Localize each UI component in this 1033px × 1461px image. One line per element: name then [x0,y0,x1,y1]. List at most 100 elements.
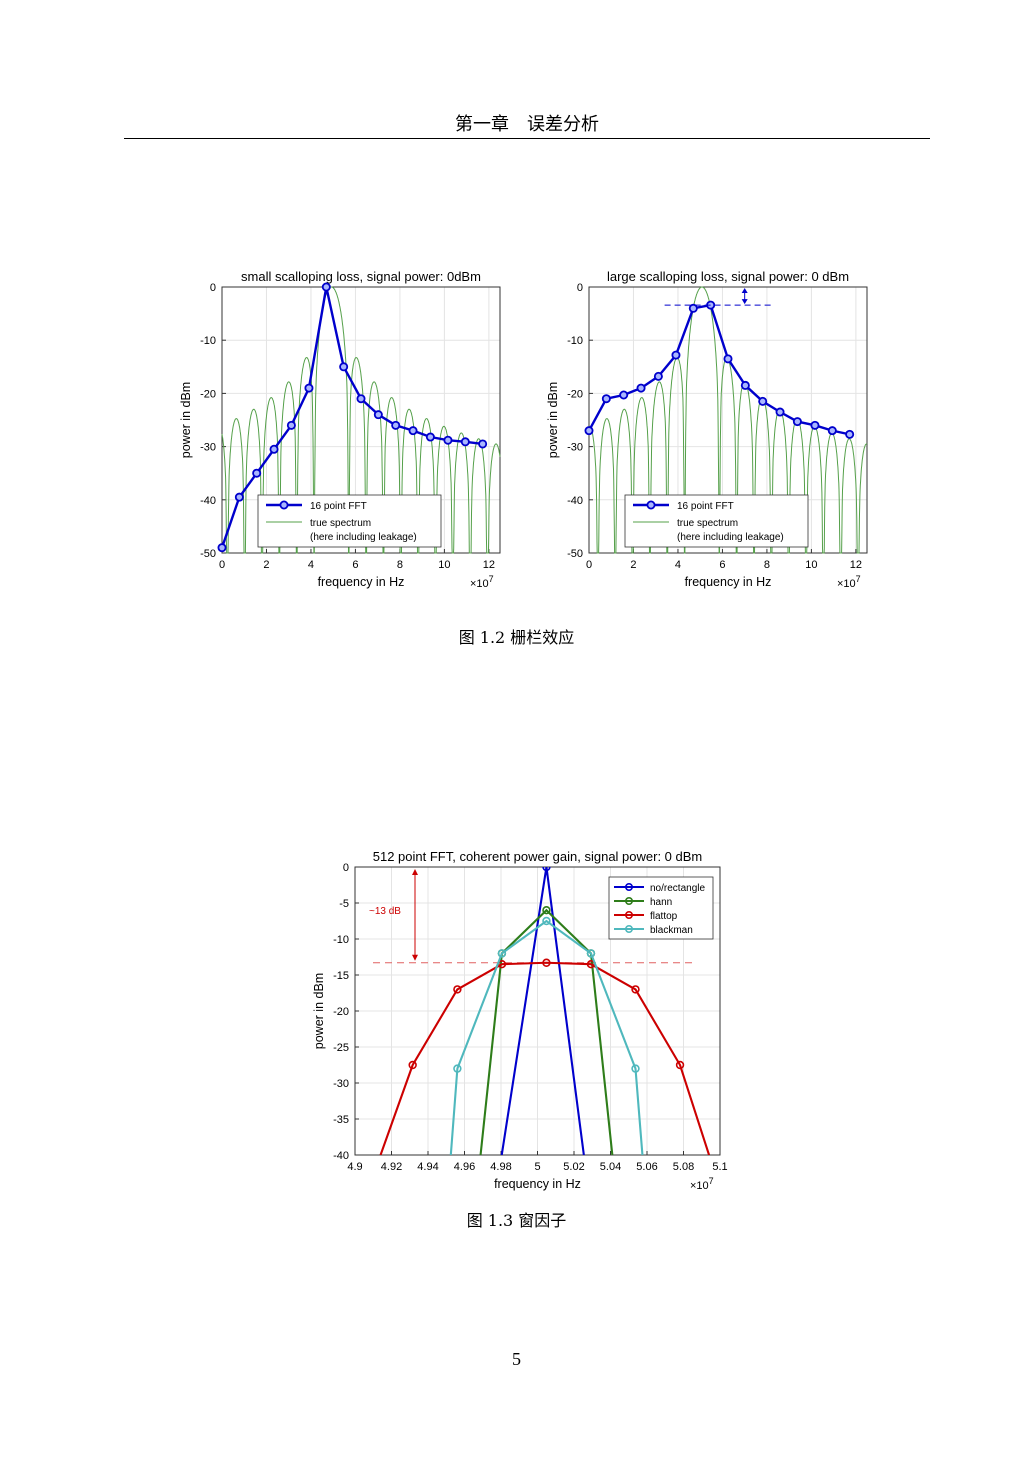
chart2-ylabel: power in dBm [546,382,560,458]
chart1-fft-point-4 [286,420,296,430]
chart2-fft-point-12 [792,417,802,427]
chart1-fft-point-5 [304,383,314,393]
chart3-ytick-label-5: -25 [333,1042,349,1054]
chart1-fft-point-10 [391,420,401,430]
chart3-ytick-label-3: -15 [333,970,349,982]
chart3-legend-marker-2 [624,910,633,919]
chart1-fft-point-1 [234,492,244,502]
chart2-ytick-label-5: -50 [567,548,583,560]
chart2-xtick-label-1: 2 [630,559,636,571]
chart3-series-0-point-1 [542,867,551,872]
chart3-legend-label-0: no/rectangle [650,883,705,894]
chart1-xtick-label-0: 0 [219,559,225,571]
chart1-ytick-label-5: -50 [200,548,216,560]
chart3-ytick-label-1: -5 [339,898,349,910]
chart1-fft-point-8 [356,394,366,404]
chart3-series-group [373,867,711,1155]
chart1-xtick-label-6: 12 [483,559,495,571]
chart2-legend-true-label-2: (here including leakage) [677,532,784,543]
chart3-xtick-label-9: 5.08 [673,1161,694,1173]
chart2-fft-point-2 [619,390,629,400]
chart1-xlabel: frequency in Hz [318,575,405,589]
chart1-ytick-label-3: -30 [200,442,216,454]
chart1-fft-point-14 [460,437,470,447]
chart2-fft-point-1 [601,394,611,404]
chart1-fft-point-3 [269,444,279,454]
chart2-fft-point-3 [636,383,646,393]
chart2-ytick-label-1: -10 [567,335,583,347]
chart2-legend-fft-label: 16 point FFT [677,501,734,512]
chart2-ytick-label-0: 0 [577,282,583,294]
chart3-xtick-label-7: 5.04 [600,1161,621,1173]
chart2-fft-point-13 [810,420,820,430]
chart3-series-2-point-4 [542,958,551,967]
chart3-series-2-point-1 [408,1060,417,1070]
figure-caption-1-3: 图 1.3 窗因子 [466,1211,567,1230]
chart3-ytick-label-4: -20 [333,1006,349,1018]
chart3-ylabel: power in dBm [312,973,326,1049]
chart2-series-fft-line [587,303,850,436]
chart2-fft-point-4 [653,371,663,381]
chart3-legend-label-2: flattop [650,911,678,922]
chart2-xtick-label-6: 12 [850,559,862,571]
chart3-series-2-point-7 [675,1060,685,1070]
chart1-fft-point-11 [408,426,418,436]
chart3-series-1-point-2 [542,905,551,915]
chart2-xtick-label-2: 4 [675,559,681,571]
chart3-series-line-3 [449,919,644,1155]
chart2-legend-fft-marker [646,500,656,510]
chart2-fft-point-9 [740,380,750,390]
chart3-series-line-1 [479,908,614,1155]
chart3-series-3-point-1 [453,1064,462,1073]
chart3-xtick-label-8: 5.06 [636,1161,657,1173]
chart1-ytick-label-4: -40 [200,495,216,507]
chart3-xtick-label-2: 4.94 [417,1161,438,1173]
chart2-fft-point-6 [688,303,698,313]
chart2-title: large scalloping loss, signal power: 0 d… [607,269,849,284]
chart2-xtick-label-0: 0 [586,559,592,571]
chart2-axes-frame [588,286,868,554]
chart2-xtick-label-3: 6 [719,559,725,571]
chart1-xtick-label-5: 10 [438,559,450,571]
chart1-fft-point-6 [321,282,331,292]
chart1-ytick-label-2: -20 [200,388,216,400]
chart1-ytick-label-0: 0 [210,282,216,294]
chart2-fft-point-10 [758,396,768,406]
chart3-ytick-label-2: -10 [333,934,349,946]
chart2-fft-point-8 [723,354,733,364]
chart3-series-line-0 [500,867,585,1155]
chart2-fft-point-14 [827,426,837,436]
chart2-fft-point-5 [671,350,681,360]
chart1-ytick-label-1: -10 [200,335,216,347]
chart2-fft-point-0 [584,426,594,436]
chart2-x-scale-note: ×107 [837,574,861,590]
chart3-legend-marker-0 [624,882,633,891]
chart3-title: 512 point FFT, coherent power gain, sign… [373,849,703,864]
chart2-fft-point-15 [845,429,855,439]
chart1-legend-true-label-1: true spectrum [310,518,371,529]
chart3-ytick-label-0: 0 [343,862,349,874]
chart1-axes-frame [221,286,501,554]
chart3-annotation-label: ~13 dB [369,906,401,917]
chart2-scalloping-arrow-head-top [741,288,748,293]
chart3-xtick-label-5: 5 [534,1161,540,1173]
chart2-xtick-label-4: 8 [764,559,770,571]
chart1-fft-point-9 [373,410,383,420]
chart1-xtick-label-2: 4 [308,559,314,571]
chart1-legend-true-label-2: (here including leakage) [310,532,417,543]
chart2-ytick-label-2: -20 [567,388,583,400]
chart1-fft-point-13 [443,435,453,445]
chart2-scalloping-arrow-head-bottom [741,299,748,305]
chart3-legend-label-3: blackman [650,925,693,936]
chart3-series-line-2 [379,961,711,1155]
chart2-ytick-label-3: -30 [567,442,583,454]
chart3-ytick-label-6: -30 [333,1078,349,1090]
chart1-series-fft-line [220,286,483,549]
page-number: 5 [512,1349,521,1369]
chart1-fft-point-2 [252,468,262,478]
chart3-series-2-point-6 [631,985,640,994]
chart1-x-scale-note: ×107 [470,574,494,590]
chart3-series-3-point-3 [542,916,551,926]
